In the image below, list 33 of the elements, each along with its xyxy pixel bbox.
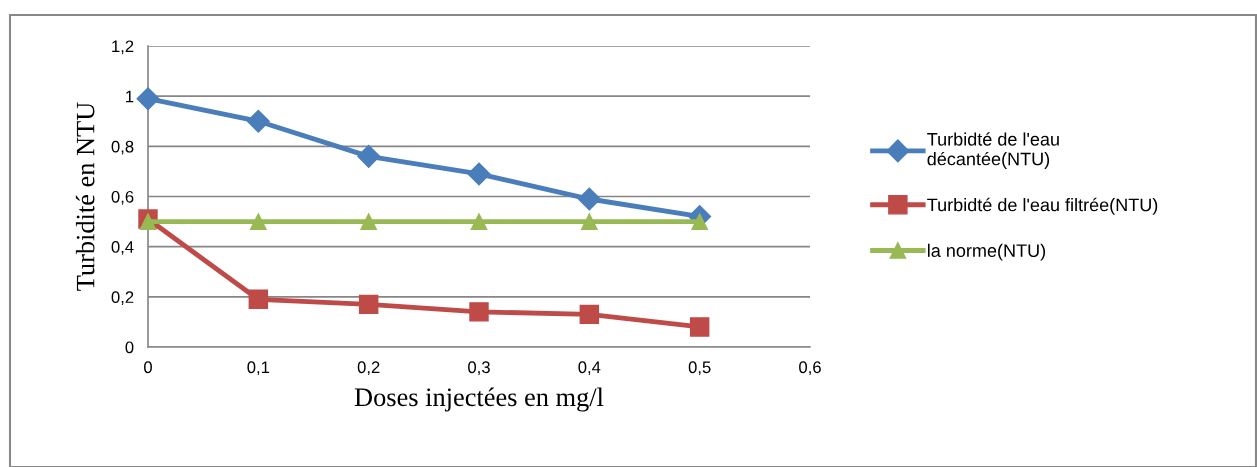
x-tick-label: 0,6: [799, 361, 821, 376]
point: [246, 109, 270, 133]
legend-label: Turbidté de l'eau filtrée(NTU): [927, 197, 1158, 215]
point: [689, 317, 710, 337]
y-axis-title: Turbidité en NTU: [75, 102, 95, 291]
legend-label: la norme(NTU): [927, 243, 1046, 261]
point: [136, 87, 160, 111]
x-tick-label: 0: [144, 361, 152, 374]
y-tick-label: 0,8: [111, 140, 134, 155]
point: [467, 162, 491, 186]
y-tick-label: 1: [126, 90, 134, 103]
legend-label: Turbidté de l'eau décantée(NTU): [927, 132, 1059, 169]
x-tick-label: 0,3: [468, 361, 490, 376]
point: [580, 213, 598, 230]
point: [470, 213, 488, 230]
y-tick-label: 0,2: [111, 291, 134, 306]
x-axis-title: Doses injectées en mg/l: [354, 387, 604, 412]
point: [248, 289, 269, 310]
y-tick-label: 0: [125, 341, 134, 354]
y-tick-label: 0,4: [111, 241, 134, 255]
x-tick-label: 0,5: [688, 361, 711, 376]
y-tick-label: 1,2: [112, 40, 134, 55]
point: [358, 294, 379, 315]
x-tick-label: 0,2: [357, 361, 380, 376]
point: [360, 213, 378, 230]
y-tick-label: 0,6: [111, 190, 134, 205]
point: [579, 304, 600, 325]
point: [469, 302, 489, 322]
x-tick-label: 0,1: [247, 361, 270, 376]
point: [357, 144, 381, 168]
point: [577, 187, 601, 211]
point: [249, 213, 267, 230]
x-tick-label: 0,4: [578, 361, 601, 376]
